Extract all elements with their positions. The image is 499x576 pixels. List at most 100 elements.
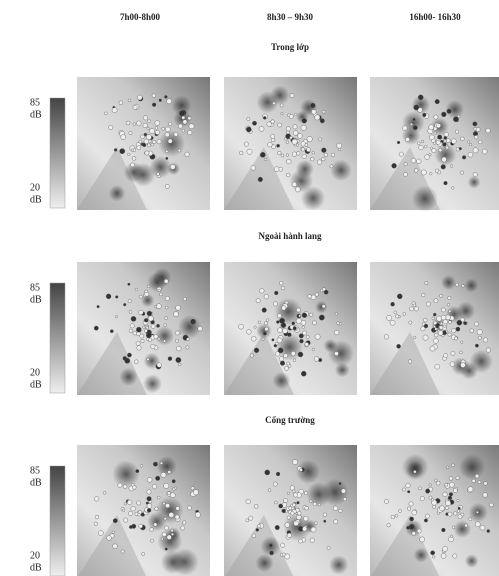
source-point [437, 135, 441, 139]
source-point [290, 94, 294, 98]
source-point [279, 504, 283, 508]
source-point [409, 502, 413, 506]
noise-map [224, 262, 357, 395]
source-point [431, 551, 435, 555]
source-point [265, 470, 270, 475]
source-point [441, 528, 445, 532]
source-point [425, 281, 428, 284]
source-point [436, 123, 440, 127]
source-point [307, 136, 312, 141]
source-point [291, 351, 296, 356]
source-point [334, 520, 338, 524]
source-point [145, 151, 149, 155]
source-point [138, 513, 141, 516]
source-point [175, 331, 179, 335]
source-point [489, 503, 493, 507]
source-point [139, 524, 143, 528]
source-point [169, 122, 172, 125]
source-point [331, 153, 334, 156]
source-point [322, 110, 325, 113]
source-point [461, 284, 464, 287]
source-point [188, 130, 192, 134]
source-point [172, 480, 175, 483]
source-point [156, 324, 159, 327]
source-point [174, 312, 179, 317]
source-point [430, 346, 435, 351]
hotspot [324, 339, 338, 353]
source-point [140, 464, 143, 467]
source-point [419, 537, 424, 542]
source-point [294, 521, 299, 526]
source-point [302, 326, 305, 329]
source-point [314, 522, 317, 525]
source-point [390, 320, 395, 325]
source-point [290, 136, 293, 139]
source-point [277, 144, 280, 147]
source-point [433, 338, 438, 343]
source-point [268, 489, 271, 492]
source-point [419, 145, 424, 150]
source-point [312, 151, 315, 154]
hotspot [109, 185, 126, 202]
source-point [318, 138, 321, 141]
source-point [448, 537, 453, 542]
source-point [450, 362, 455, 367]
source-point [442, 157, 447, 162]
source-point [144, 318, 148, 322]
source-point [167, 535, 172, 540]
source-point [157, 140, 161, 144]
source-point [399, 509, 402, 512]
source-point [300, 468, 303, 471]
source-point [134, 360, 138, 364]
source-point [404, 162, 407, 165]
source-point [286, 154, 289, 157]
source-point [186, 346, 189, 349]
source-point [409, 307, 413, 311]
colorbar-min: 20 [30, 550, 40, 561]
source-point [436, 481, 440, 485]
source-point [311, 109, 316, 114]
source-point [147, 127, 149, 129]
source-point [291, 507, 294, 510]
source-point [152, 94, 156, 98]
source-point [151, 344, 156, 349]
source-point [275, 525, 279, 529]
source-point [146, 333, 151, 338]
source-point [426, 302, 430, 306]
source-point [457, 510, 460, 513]
source-point [127, 353, 131, 357]
hotspot [330, 159, 352, 181]
source-point [414, 105, 419, 110]
source-point [176, 506, 180, 510]
source-point [156, 304, 161, 309]
source-point [147, 503, 152, 508]
colorbar [50, 283, 65, 393]
source-point [143, 116, 147, 120]
source-point [157, 363, 162, 368]
source-point [407, 507, 411, 511]
source-point [281, 113, 283, 115]
source-point [306, 148, 310, 152]
source-point [297, 511, 301, 515]
colorbar-min: 20 [30, 182, 40, 193]
source-point [395, 514, 398, 517]
source-point [135, 288, 138, 291]
source-point [445, 506, 448, 509]
source-point [450, 165, 453, 168]
source-point [160, 462, 163, 465]
source-point [433, 142, 436, 145]
source-point [264, 294, 269, 299]
source-point [287, 533, 292, 538]
source-point [441, 308, 445, 312]
source-point [461, 171, 464, 174]
source-point [447, 109, 451, 113]
source-point [145, 290, 148, 293]
source-point [163, 502, 166, 505]
source-point [301, 125, 306, 130]
source-point [129, 525, 132, 528]
source-point [144, 329, 147, 332]
source-point [115, 315, 117, 317]
source-point [139, 140, 142, 143]
source-point [341, 489, 346, 494]
row-title: Trong lớp [271, 42, 309, 52]
